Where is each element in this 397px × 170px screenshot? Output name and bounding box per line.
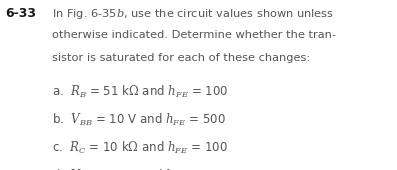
Text: In Fig. 6-35$b$, use the circuit values shown unless: In Fig. 6-35$b$, use the circuit values … bbox=[52, 7, 335, 21]
Text: b.  $V_{BB}$ = 10 V and $h_{FE}$ = 500: b. $V_{BB}$ = 10 V and $h_{FE}$ = 500 bbox=[52, 112, 226, 128]
Text: c.  $R_C$ = 10 k$\Omega$ and $h_{FE}$ = 100: c. $R_C$ = 10 k$\Omega$ and $h_{FE}$ = 1… bbox=[52, 140, 228, 156]
Text: d.  $V_{CC}$ = 10 V and $h_{FE}$ = 100: d. $V_{CC}$ = 10 V and $h_{FE}$ = 100 bbox=[52, 168, 227, 170]
Text: otherwise indicated. Determine whether the tran-: otherwise indicated. Determine whether t… bbox=[52, 30, 336, 40]
Text: sistor is saturated for each of these changes:: sistor is saturated for each of these ch… bbox=[52, 53, 311, 63]
Text: 6-33: 6-33 bbox=[5, 7, 36, 20]
Text: a.  $R_B$ = 51 k$\Omega$ and $h_{FE}$ = 100: a. $R_B$ = 51 k$\Omega$ and $h_{FE}$ = 1… bbox=[52, 84, 229, 100]
